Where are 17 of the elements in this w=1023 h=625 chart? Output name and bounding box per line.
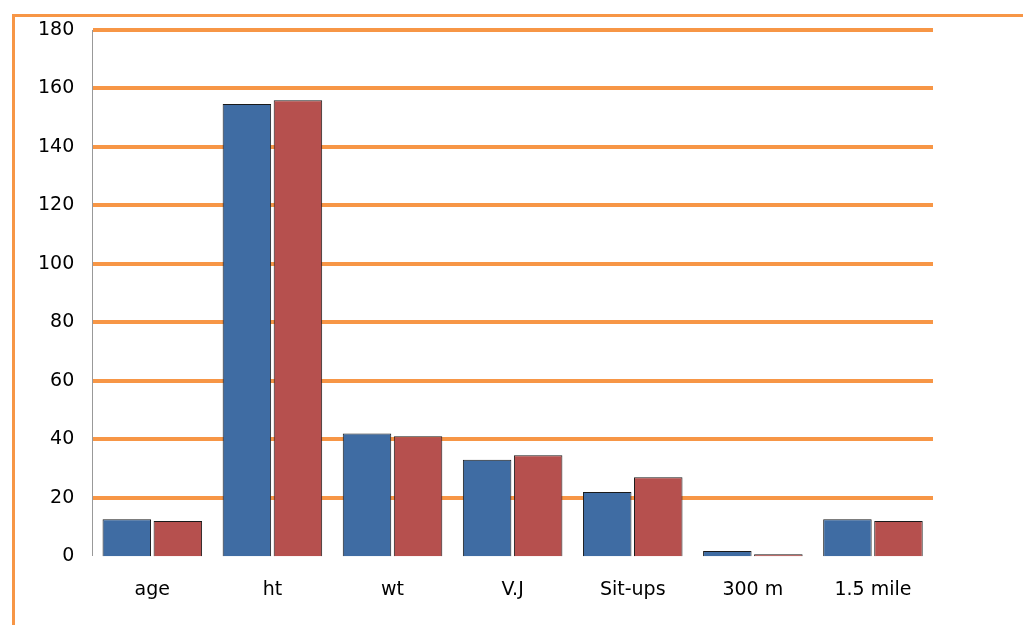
y-tick-label: 40 (50, 426, 75, 449)
y-tick-label: 80 (50, 309, 75, 332)
x-tick-label: ht (262, 576, 283, 599)
x-tick-label: 1.5 mile (834, 576, 912, 599)
y-tick-label: 120 (38, 192, 75, 215)
y-tick-label: 60 (50, 367, 75, 390)
y-tick-label: 100 (38, 250, 75, 273)
y-tick-label: 160 (38, 75, 75, 98)
y-tick-label: 140 (38, 133, 75, 156)
x-tick-label: 300 m (722, 576, 784, 599)
y-tick-label: 0 (62, 543, 75, 566)
x-tick-label: V.J (501, 576, 524, 599)
x-tick-label: wt (381, 576, 405, 599)
y-tick-label: 20 (50, 484, 75, 507)
x-tick-label: Sit-ups (599, 576, 666, 599)
x-tick-label: age (134, 576, 171, 599)
y-tick-label: 180 (38, 16, 75, 39)
